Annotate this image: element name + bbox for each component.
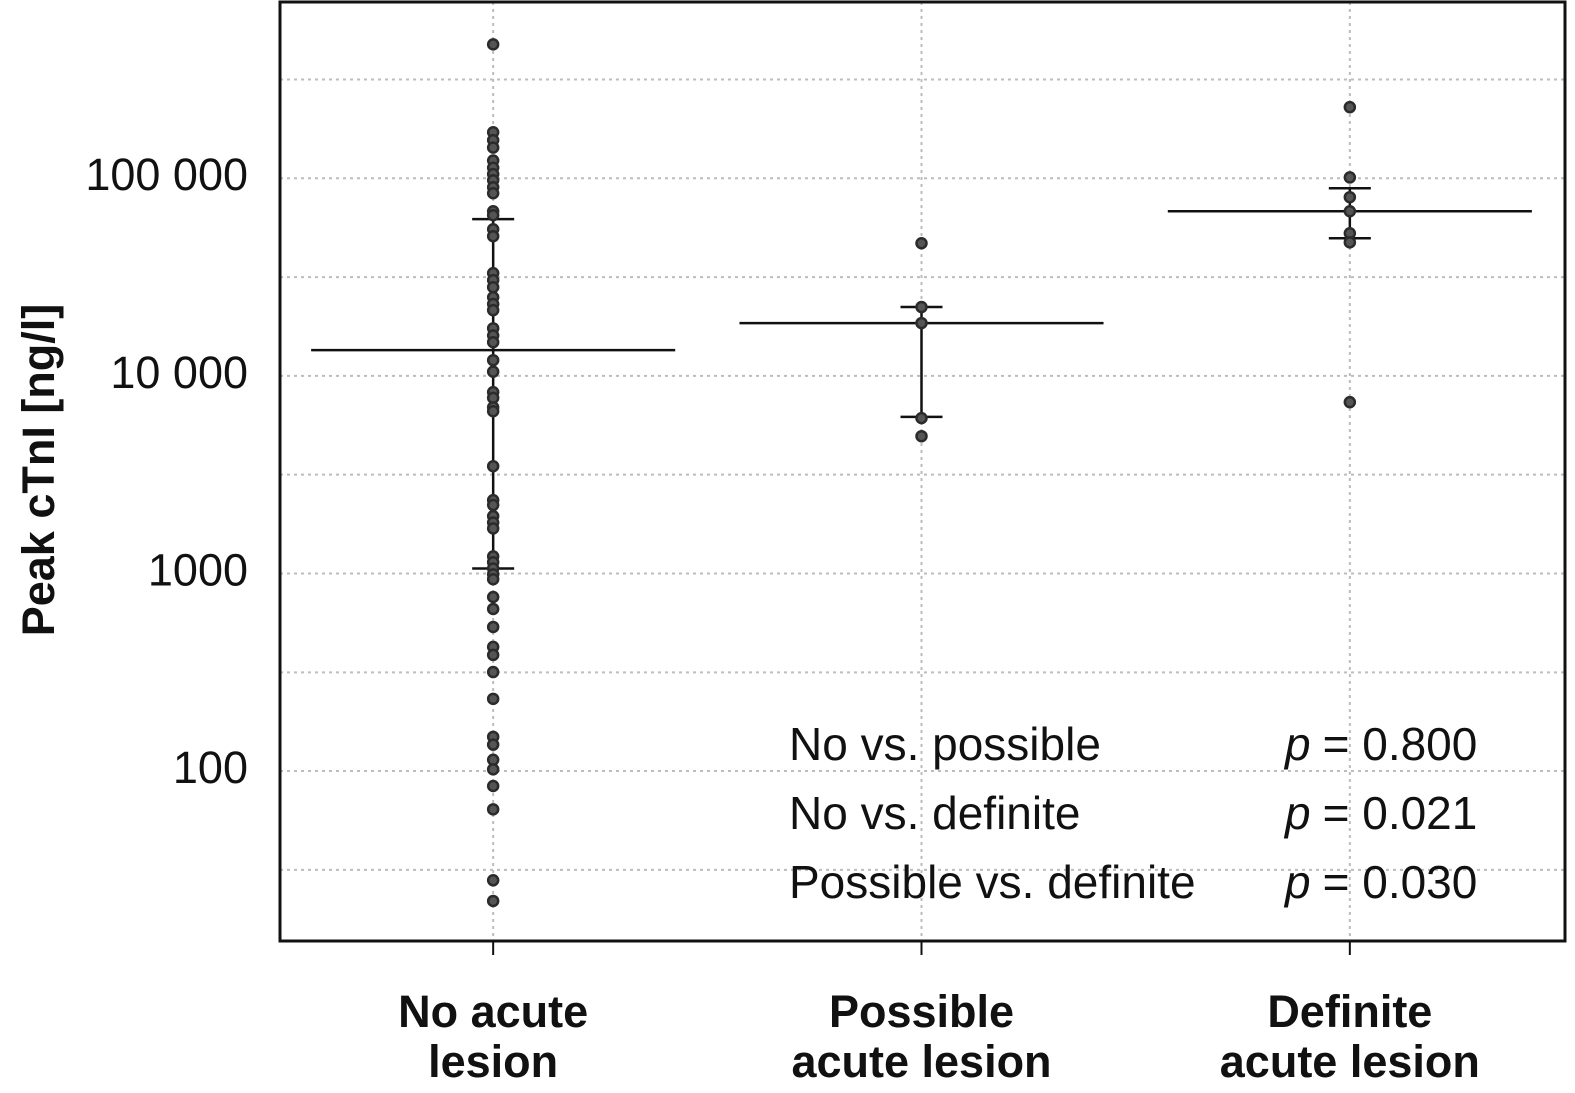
data-point	[486, 141, 500, 154]
annotation-text: No vs. possible	[789, 718, 1101, 770]
data-point	[486, 763, 500, 776]
annotation-p: p = 0.021	[1283, 787, 1477, 839]
data-point	[486, 353, 500, 367]
data-point	[486, 335, 500, 349]
data-point	[915, 300, 928, 314]
data-point	[486, 803, 500, 816]
data-point	[486, 590, 500, 604]
data-point	[486, 620, 500, 634]
data-point	[486, 602, 500, 616]
data-point	[1343, 190, 1357, 204]
data-point	[915, 411, 928, 425]
data-point	[486, 874, 500, 887]
data-point	[486, 498, 500, 512]
data-point	[1343, 204, 1357, 218]
data-point	[486, 303, 500, 317]
data-point	[1343, 395, 1357, 409]
data-point	[486, 779, 500, 793]
x-tick-label: Definite acute lesion	[1219, 986, 1480, 1087]
y-tick-label: 100	[173, 742, 248, 793]
data-point	[486, 692, 500, 706]
p-symbol: p	[1283, 787, 1311, 839]
x-tick-label: No acute lesion	[398, 986, 589, 1087]
data-point	[1343, 236, 1357, 249]
annotation-p: p = 0.030	[1283, 856, 1477, 908]
data-point	[486, 405, 500, 418]
plot-frame	[278, 0, 1567, 943]
annotation-text: Possible vs. definite	[789, 856, 1196, 908]
data-point	[915, 316, 928, 330]
data-point	[486, 648, 500, 662]
data-point	[486, 280, 500, 294]
data-point	[486, 365, 500, 378]
annotation-text: No vs. definite	[789, 787, 1080, 839]
data-point	[486, 665, 500, 679]
data-point	[486, 229, 500, 243]
data-point	[915, 429, 928, 443]
data-point	[915, 236, 928, 250]
x-tick-label: Possible acute lesion	[791, 986, 1052, 1087]
p-value: = 0.800	[1323, 718, 1478, 770]
data-point	[486, 38, 500, 51]
annotation-p: p = 0.800	[1283, 718, 1477, 770]
data-point	[486, 186, 500, 200]
data-point	[486, 738, 500, 751]
p-symbol: p	[1283, 718, 1311, 770]
data-point	[486, 894, 500, 908]
y-axis-label: Peak cTnI [ng/l]	[13, 304, 64, 637]
data-point	[486, 459, 500, 473]
data-point	[1343, 100, 1357, 114]
data-point	[486, 208, 500, 222]
data-point	[486, 522, 500, 535]
y-tick-label: 10 000	[110, 347, 248, 398]
y-tick-label: 1000	[148, 544, 248, 595]
p-value: = 0.021	[1323, 787, 1478, 839]
data-point	[486, 572, 500, 586]
y-tick-label: 100 000	[85, 149, 248, 200]
data-point	[1343, 171, 1357, 184]
p-value: = 0.030	[1323, 856, 1478, 908]
p-symbol: p	[1283, 856, 1311, 908]
